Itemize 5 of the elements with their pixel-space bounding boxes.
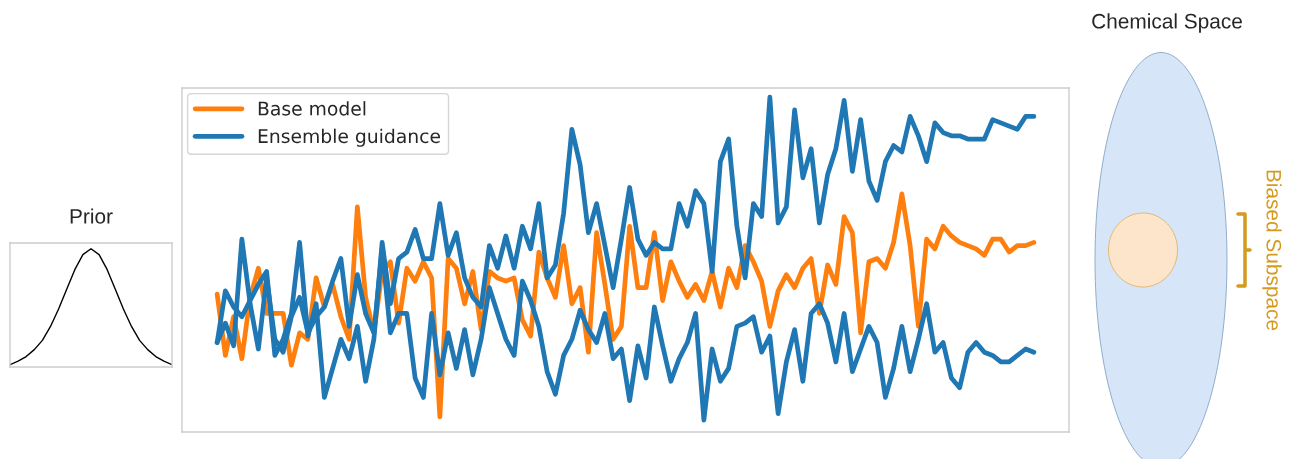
legend-label: Ensemble guidance <box>258 128 441 147</box>
text: Chemical Space <box>1092 13 1242 33</box>
text: Biased Subspace <box>1262 170 1282 331</box>
legend-label: Base model <box>258 101 366 116</box>
chart-title: Prior <box>70 208 113 224</box>
